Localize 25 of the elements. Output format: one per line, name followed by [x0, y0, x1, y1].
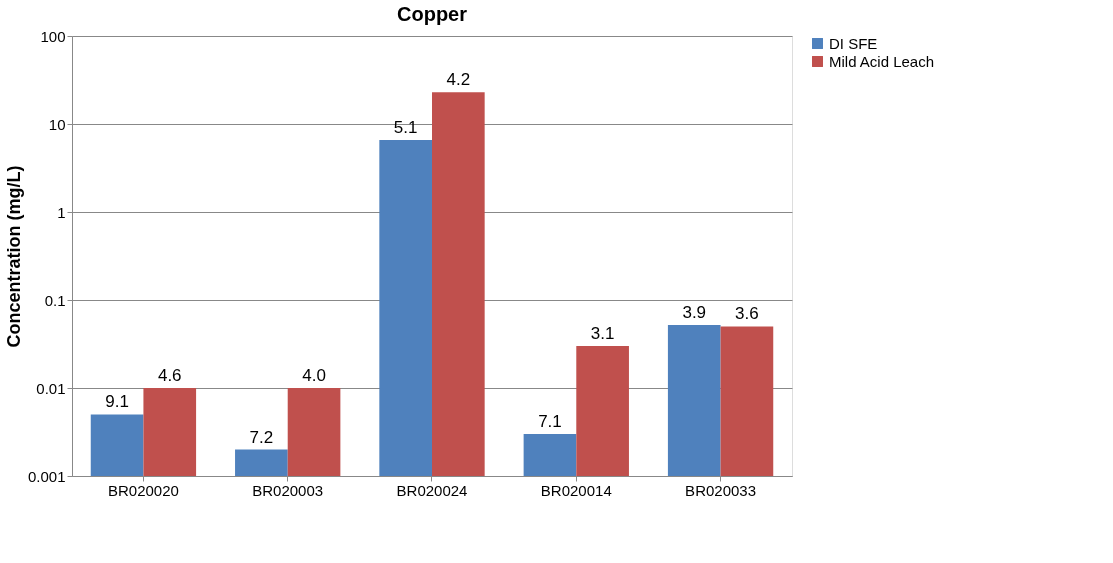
y-tick-label: 0.001 — [27, 467, 66, 485]
annotation: 5.1 — [393, 117, 418, 137]
annotation: 4.6 — [157, 366, 182, 385]
y-tick-label: 100 — [40, 27, 66, 45]
legend-label: DI SFE — [829, 34, 878, 52]
y-axis-title: Concentration (mg/L) — [3, 165, 24, 348]
x-tick-label: BR020014 — [540, 481, 612, 499]
x-tick-label: BR020033 — [685, 481, 757, 499]
y-tick-label: 0.1 — [44, 291, 66, 309]
annotation: 4.0 — [302, 366, 326, 385]
annotation: 3.6 — [735, 304, 759, 324]
x-tick-label: BR020024 — [396, 481, 468, 499]
y-tick-label: 10 — [48, 115, 66, 133]
x-tick-label: BR020020 — [107, 481, 179, 499]
annotation: 3.1 — [590, 324, 615, 344]
y-tick-label: 1 — [57, 203, 66, 221]
annotation: 3.9 — [682, 302, 707, 322]
x-tick-label: BR020003 — [252, 481, 324, 499]
annotation: 9.1 — [105, 392, 129, 412]
annotation: 7.1 — [538, 412, 562, 432]
annotation: 7.2 — [249, 427, 274, 447]
annotation: 4.2 — [446, 70, 471, 90]
y-tick-label: 0.01 — [36, 379, 66, 397]
chart-title: Copper — [397, 3, 468, 25]
legend-label: Mild Acid Leach — [829, 52, 935, 70]
